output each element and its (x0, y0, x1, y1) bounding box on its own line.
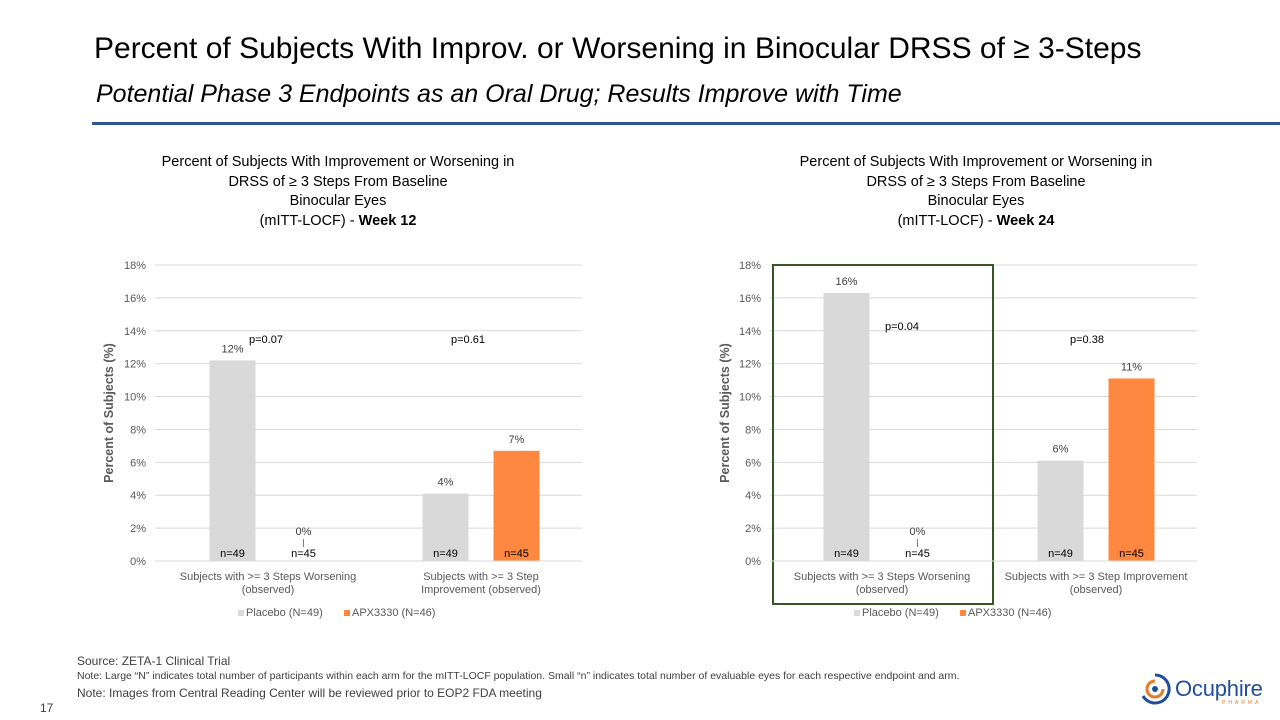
y-tick-label: 10% (124, 392, 146, 404)
y-tick-label: 2% (745, 523, 761, 535)
y-tick-label: 6% (130, 457, 146, 469)
legend-label: APX3330 (N=46) (352, 607, 435, 619)
y-axis-label: Percent of Subjects (%) (102, 343, 116, 483)
logo-subtext: PHARMA (1222, 700, 1262, 706)
bar-placebo-group-1 (1037, 460, 1084, 561)
y-tick-label: 12% (739, 359, 761, 371)
p-value-label: p=0.38 (1070, 334, 1104, 346)
bar-apx3330-group-1 (493, 450, 540, 561)
bar-placebo-group-0 (209, 360, 256, 561)
y-axis-label: Percent of Subjects (%) (718, 343, 732, 483)
y-tick-label: 8% (745, 424, 761, 436)
p-value-label: p=0.07 (249, 334, 283, 346)
data-label: 7% (509, 434, 525, 446)
title-divider (92, 122, 1280, 125)
x-category-label: Subjects with >= 3 Step (423, 571, 539, 583)
slide-title: Percent of Subjects With Improv. or Wors… (94, 32, 1142, 65)
legend-label: Placebo (N=49) (246, 607, 323, 619)
footer-note-n-definition: Note: Large “N” indicates total number o… (77, 670, 960, 682)
data-label: 12% (221, 343, 243, 355)
p-value-label: p=0.04 (885, 321, 919, 333)
y-tick-label: 4% (130, 490, 146, 502)
chart-week24-title: Percent of Subjects With Improvement or … (799, 154, 1153, 229)
bar-placebo-group-0 (823, 292, 870, 561)
n-label: n=49 (1048, 548, 1073, 560)
logo-wordmark: Ocuphire (1175, 676, 1263, 701)
data-label: 11% (1121, 361, 1142, 373)
y-tick-label: 0% (130, 556, 146, 568)
data-label: 0% (910, 526, 926, 538)
bar-apx3330-group-1 (1108, 378, 1155, 561)
y-tick-label: 4% (745, 490, 761, 502)
y-tick-label: 2% (130, 523, 146, 535)
y-tick-label: 18% (739, 260, 761, 272)
bar-placebo-group-1 (422, 493, 469, 561)
y-tick-label: 12% (124, 359, 146, 371)
page-number: 17 (40, 701, 54, 715)
n-label: n=45 (504, 548, 529, 560)
legend-label: APX3330 (N=46) (968, 607, 1051, 619)
slide-subtitle: Potential Phase 3 Endpoints as an Oral D… (96, 80, 902, 108)
data-label: 16% (835, 276, 857, 288)
legend-label: Placebo (N=49) (862, 607, 939, 619)
y-tick-label: 14% (739, 326, 761, 338)
footer-source: Source: ZETA-1 Clinical Trial (77, 654, 231, 668)
y-tick-label: 8% (130, 424, 146, 436)
x-category-label: Subjects with >= 3 Steps Worsening (794, 571, 971, 583)
y-tick-label: 16% (739, 293, 761, 305)
n-label: n=49 (433, 548, 458, 560)
x-category-label: (observed) (856, 584, 909, 596)
y-tick-label: 0% (745, 556, 761, 568)
x-category-label: Subjects with >= 3 Step Improvement (1005, 571, 1188, 583)
n-label: n=49 (220, 548, 245, 560)
footer-note-images: Note: Images from Central Reading Center… (77, 686, 542, 700)
n-label: n=49 (834, 548, 859, 560)
chart-week12-title: Percent of Subjects With Improvement or … (161, 154, 515, 229)
n-label: n=45 (1119, 548, 1144, 560)
x-category-label: (observed) (1070, 584, 1123, 596)
ocuphire-logo-icon (1141, 673, 1171, 705)
n-label: n=45 (291, 548, 316, 560)
legend-swatch (238, 610, 244, 616)
company-logo: Ocuphire PHARMA (1138, 672, 1268, 708)
legend-swatch (344, 610, 350, 616)
data-label: 0% (296, 526, 312, 538)
x-category-label: (observed) (242, 584, 295, 596)
y-tick-label: 18% (124, 260, 146, 272)
p-value-label: p=0.61 (451, 334, 485, 346)
y-tick-label: 6% (745, 457, 761, 469)
y-tick-label: 14% (124, 326, 146, 338)
data-label: 4% (438, 477, 454, 489)
x-category-label: Subjects with >= 3 Steps Worsening (180, 571, 357, 583)
y-tick-label: 16% (124, 293, 146, 305)
x-category-label: Improvement (observed) (421, 584, 541, 596)
n-label: n=45 (905, 548, 930, 560)
legend-swatch (960, 610, 966, 616)
y-tick-label: 10% (739, 392, 761, 404)
legend-swatch (854, 610, 860, 616)
data-label: 6% (1053, 444, 1069, 456)
highlight-box (772, 264, 994, 605)
